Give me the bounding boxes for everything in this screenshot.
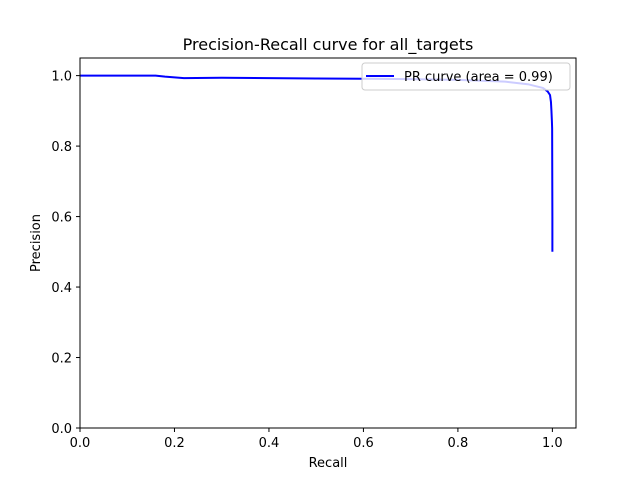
y-tick-label-5: 1.0 xyxy=(51,70,72,85)
axes-frame xyxy=(79,57,577,429)
y-tick-label-3: 0.6 xyxy=(51,211,72,226)
chart-title: Precision-Recall curve for all_targets xyxy=(183,35,474,55)
x-tick-label-0: 0.0 xyxy=(70,436,91,451)
x-axis-label: Recall xyxy=(309,456,348,471)
x-tick-label-3: 0.6 xyxy=(353,436,374,451)
y-tick-label-0: 0.0 xyxy=(51,422,72,437)
x-tick-label-2: 0.4 xyxy=(259,436,280,451)
y-tick-label-2: 0.4 xyxy=(51,281,72,296)
x-tick-label-4: 0.8 xyxy=(448,436,469,451)
x-tick-label-5: 1.0 xyxy=(542,436,563,451)
y-tick-label-4: 0.8 xyxy=(51,140,72,155)
plot-area: 0.0 0.2 0.4 0.6 0.8 1.0 0.0 0.2 0.4 0.6 0.8 1.0 xyxy=(51,57,577,451)
y-axis-label: Precision xyxy=(29,214,44,272)
legend-box xyxy=(361,62,571,91)
legend-label: PR curve (area = 0.99) xyxy=(404,70,553,85)
y-tick-label-1: 0.2 xyxy=(51,352,72,367)
legend: PR curve (area = 0.99) xyxy=(361,62,571,91)
x-tick-label-1: 0.2 xyxy=(164,436,185,451)
